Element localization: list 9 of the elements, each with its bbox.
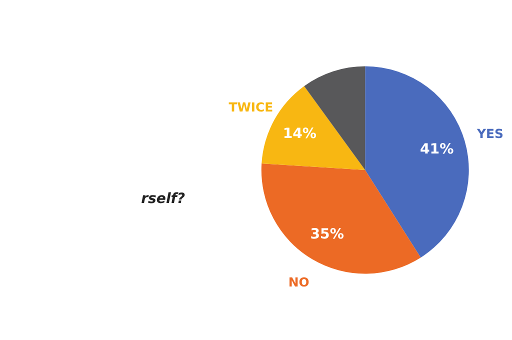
- slice-label: NO: [288, 274, 310, 290]
- slice-label: YES: [476, 126, 504, 141]
- data-label: 41%: [420, 141, 454, 158]
- pie-slice: [365, 66, 469, 258]
- slice-label: TWICE: [228, 99, 274, 114]
- data-label: 14%: [282, 126, 317, 142]
- text: rself?: [141, 191, 186, 208]
- pie-slice: [262, 163, 421, 274]
- data-label: 35%: [310, 226, 344, 242]
